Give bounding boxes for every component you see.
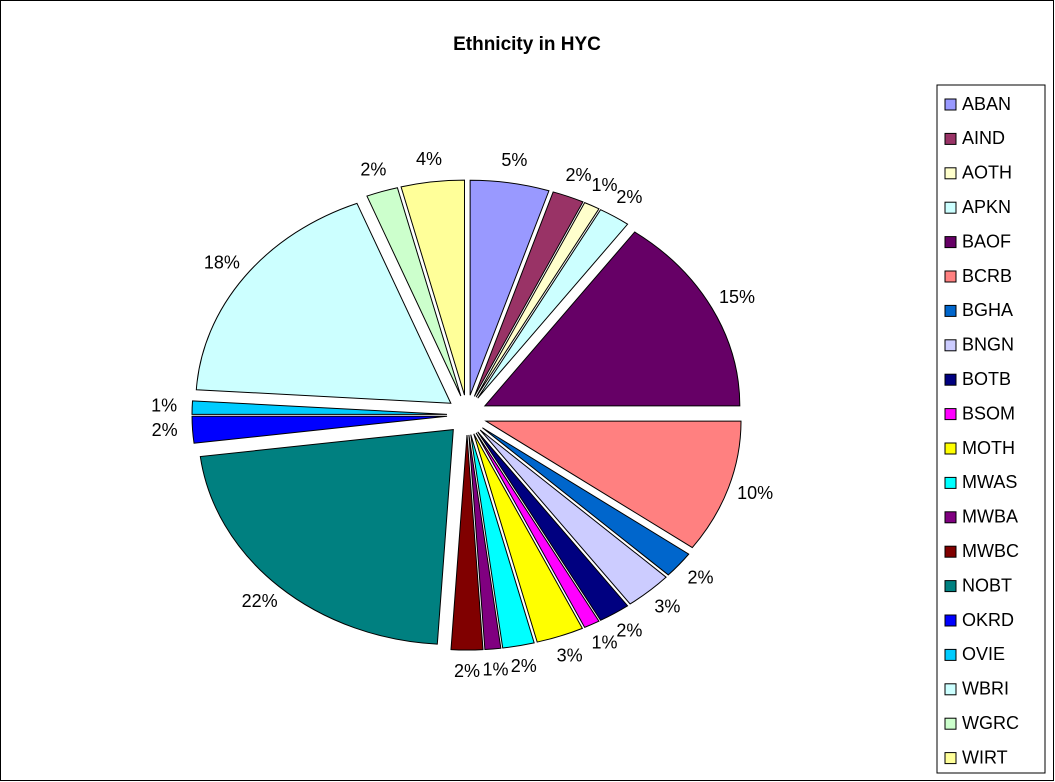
legend-swatch — [944, 511, 957, 524]
legend-label: AOTH — [962, 163, 1012, 183]
legend-swatch — [944, 373, 957, 386]
pie-slice — [191, 400, 448, 415]
data-label: 2% — [152, 420, 178, 440]
legend-swatch — [944, 717, 957, 730]
pie-slice — [477, 209, 629, 399]
legend-swatch — [944, 167, 957, 180]
data-label: 1% — [151, 396, 177, 416]
pie-slice — [473, 433, 584, 643]
pie-slice — [469, 179, 550, 396]
legend-swatch — [944, 545, 957, 558]
data-label: 5% — [501, 150, 527, 170]
pie-slice — [484, 420, 742, 549]
legend-swatch — [944, 339, 957, 352]
pie-slice — [475, 202, 600, 398]
data-label: 3% — [654, 597, 680, 617]
legend-label: ABAN — [962, 94, 1011, 114]
legend-swatch — [944, 580, 957, 593]
pie-slice — [468, 434, 502, 651]
pie-slice — [475, 432, 600, 628]
legend-label: OKRD — [962, 610, 1014, 630]
legend-label: BSOM — [962, 403, 1015, 423]
data-label: 4% — [416, 149, 442, 169]
legend-label: NOBT — [962, 575, 1012, 595]
pie-slice — [479, 429, 667, 605]
legend-box — [936, 84, 1046, 774]
legend-label: BAOF — [962, 231, 1011, 251]
legend-swatch — [944, 98, 957, 111]
chart-title: Ethnicity in HYC — [453, 34, 601, 55]
legend-swatch — [944, 752, 957, 765]
pie-slice — [366, 187, 462, 397]
legend-swatch — [944, 442, 957, 455]
legend-swatch — [944, 648, 957, 661]
data-label: 22% — [242, 591, 278, 611]
data-label: 2% — [511, 656, 537, 676]
data-label: 2% — [360, 159, 386, 179]
legend-swatch — [944, 304, 957, 317]
legend-swatch — [944, 201, 957, 214]
pie-slice — [191, 415, 448, 444]
data-label: 1% — [592, 175, 618, 195]
legend-swatch — [944, 270, 957, 283]
data-label: 3% — [557, 646, 583, 666]
data-label: 1% — [483, 660, 509, 680]
pie-slice — [195, 202, 452, 404]
legend-label: MWAS — [962, 472, 1017, 492]
legend-label: WBRI — [962, 679, 1009, 699]
legend-swatch — [944, 614, 957, 627]
data-label: 1% — [592, 633, 618, 653]
data-label: 2% — [454, 661, 480, 681]
legend-label: MOTH — [962, 438, 1015, 458]
pie-slice — [483, 231, 741, 407]
data-label: 2% — [687, 568, 713, 588]
pie-slice — [473, 191, 584, 397]
legend-label: BOTB — [962, 369, 1011, 389]
legend-swatch — [944, 683, 957, 696]
legend-swatch — [944, 236, 957, 249]
legend-label: MWBA — [962, 507, 1018, 527]
legend-label: APKN — [962, 197, 1011, 217]
legend-label: MWBC — [962, 541, 1019, 561]
legend-swatch — [944, 408, 957, 421]
legend-label: AIND — [962, 128, 1005, 148]
pie-slice — [477, 431, 629, 621]
data-label: 15% — [719, 287, 755, 307]
data-label: 2% — [616, 621, 642, 641]
legend-label: BNGN — [962, 335, 1014, 355]
legend-label: WIRT — [962, 747, 1008, 767]
legend-swatch — [944, 132, 957, 145]
legend-label: WGRC — [962, 713, 1019, 733]
legend-label: OVIE — [962, 644, 1005, 664]
data-label: 10% — [737, 483, 773, 503]
data-label: 18% — [204, 253, 240, 273]
data-label: 2% — [566, 165, 592, 185]
data-label: 2% — [616, 187, 642, 207]
legend-label: BCRB — [962, 266, 1012, 286]
pie-slice — [450, 434, 484, 651]
pie-slice — [482, 427, 690, 576]
pie-slice — [470, 434, 535, 649]
pie-slice — [199, 429, 454, 645]
legend-swatch — [944, 476, 957, 489]
pie-slice — [400, 179, 465, 396]
legend-label: BGHA — [962, 300, 1013, 320]
